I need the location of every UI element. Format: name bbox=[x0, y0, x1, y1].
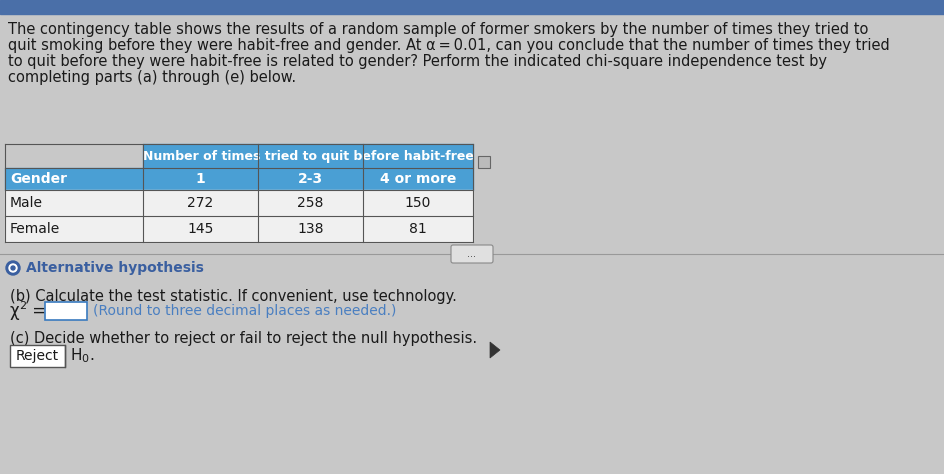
Text: 0: 0 bbox=[81, 354, 88, 364]
Text: 1: 1 bbox=[195, 172, 205, 186]
Text: 4 or more: 4 or more bbox=[379, 172, 456, 186]
Text: 2: 2 bbox=[19, 301, 26, 311]
Bar bbox=[45, 302, 87, 320]
Bar bbox=[362, 168, 473, 190]
Text: (Round to three decimal places as needed.): (Round to three decimal places as needed… bbox=[93, 304, 396, 318]
Text: The contingency table shows the results of a random sample of former smokers by : The contingency table shows the results … bbox=[8, 22, 868, 37]
Text: (b) Calculate the test statistic. If convenient, use technology.: (b) Calculate the test statistic. If con… bbox=[10, 289, 456, 304]
Bar bbox=[5, 216, 473, 242]
Bar bbox=[5, 190, 473, 216]
Text: 145: 145 bbox=[187, 222, 213, 236]
Circle shape bbox=[11, 266, 15, 270]
Bar bbox=[0, 0, 944, 14]
Text: Female: Female bbox=[10, 222, 60, 236]
Text: Alternative hypothesis: Alternative hypothesis bbox=[26, 261, 204, 275]
Text: =: = bbox=[27, 302, 51, 320]
Text: to quit before they were habit-free is related to gender? Perform the indicated : to quit before they were habit-free is r… bbox=[8, 54, 826, 69]
Polygon shape bbox=[490, 342, 499, 358]
Text: 138: 138 bbox=[297, 222, 324, 236]
Text: (c) Decide whether to reject or fail to reject the null hypothesis.: (c) Decide whether to reject or fail to … bbox=[10, 331, 477, 346]
Text: .: . bbox=[89, 348, 93, 364]
Text: 2-3: 2-3 bbox=[297, 172, 323, 186]
Text: H: H bbox=[71, 348, 82, 364]
Text: quit smoking before they were habit-free and gender. At α = 0.01, can you conclu: quit smoking before they were habit-free… bbox=[8, 38, 889, 53]
Text: Number of times tried to quit before habit-free: Number of times tried to quit before hab… bbox=[143, 149, 473, 163]
Text: 150: 150 bbox=[404, 196, 430, 210]
FancyBboxPatch shape bbox=[450, 245, 493, 263]
Text: Gender: Gender bbox=[10, 172, 67, 186]
Bar bbox=[10, 345, 65, 367]
Circle shape bbox=[6, 261, 20, 275]
Text: 81: 81 bbox=[409, 222, 427, 236]
Text: 272: 272 bbox=[187, 196, 213, 210]
Text: χ: χ bbox=[10, 302, 20, 320]
Circle shape bbox=[9, 264, 17, 272]
Text: 258: 258 bbox=[297, 196, 324, 210]
Bar bbox=[258, 168, 362, 190]
Bar bbox=[5, 168, 143, 190]
Bar bbox=[478, 156, 490, 168]
Bar bbox=[143, 144, 473, 168]
Text: Reject: Reject bbox=[16, 349, 59, 363]
Text: Male: Male bbox=[10, 196, 43, 210]
Bar bbox=[143, 168, 258, 190]
Text: completing parts (a) through (e) below.: completing parts (a) through (e) below. bbox=[8, 70, 295, 85]
Text: ...: ... bbox=[467, 249, 476, 259]
